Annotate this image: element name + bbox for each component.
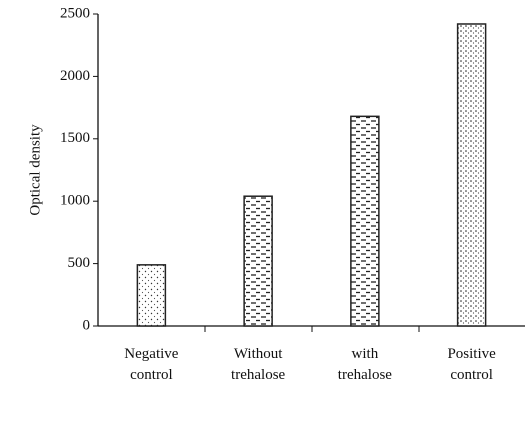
y-tick-label: 1500	[60, 130, 90, 146]
y-tick-label: 2500	[60, 5, 90, 21]
bar	[350, 115, 380, 327]
bar	[243, 195, 273, 327]
y-tick-label: 0	[83, 317, 91, 333]
bar	[456, 23, 487, 327]
y-tick-label: 2000	[60, 68, 90, 84]
y-axis-label: Optical density	[27, 124, 43, 216]
y-tick-label: 500	[68, 255, 91, 271]
bar	[136, 264, 167, 327]
x-tick-label: Positive control	[447, 346, 496, 383]
y-tick-label: 1000	[60, 193, 90, 209]
x-tick-label: Without trehalose	[231, 346, 286, 383]
x-tick-label: Negative control	[124, 346, 179, 383]
x-tick-label: with trehalose	[337, 346, 392, 383]
